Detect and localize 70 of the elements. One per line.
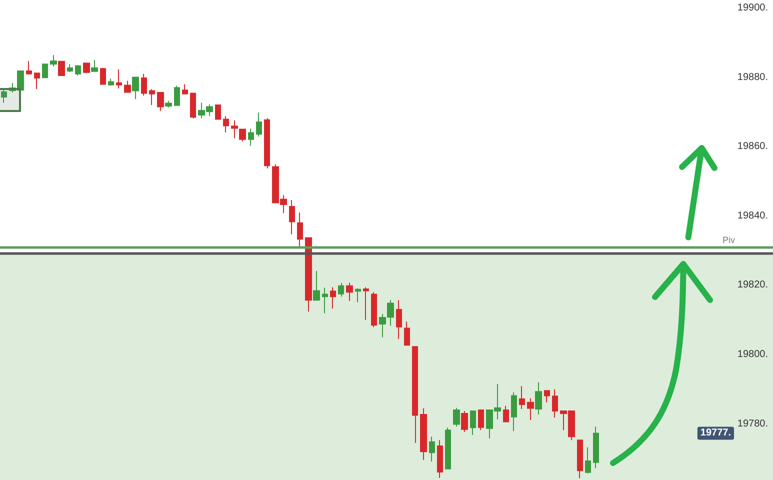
candlestick bbox=[116, 68, 122, 89]
candlestick bbox=[519, 386, 525, 410]
candlestick bbox=[256, 112, 262, 138]
candlestick bbox=[42, 63, 48, 78]
candlestick bbox=[91, 59, 98, 72]
candlestick bbox=[445, 427, 451, 470]
candlestick bbox=[248, 128, 254, 146]
candlestick bbox=[289, 199, 295, 235]
candlestick bbox=[429, 436, 435, 462]
candlestick bbox=[58, 60, 65, 76]
candlestick bbox=[124, 80, 131, 94]
candlestick bbox=[577, 439, 583, 479]
candlestick bbox=[174, 85, 180, 106]
candlestick bbox=[412, 346, 418, 444]
candlestick bbox=[83, 62, 90, 74]
candlestick bbox=[503, 405, 509, 423]
y-tick-label: 19780. bbox=[737, 418, 768, 430]
y-tick-label: 19820. bbox=[737, 280, 768, 291]
candlestick bbox=[34, 72, 40, 90]
candlestick bbox=[149, 88, 155, 106]
candlestick bbox=[593, 426, 599, 469]
candlestick bbox=[330, 286, 336, 309]
candlestick bbox=[264, 118, 270, 169]
candlestick bbox=[535, 382, 542, 415]
candlestick bbox=[544, 390, 550, 403]
candlestick bbox=[552, 388, 558, 418]
candlestick bbox=[322, 287, 328, 314]
candlestick bbox=[338, 282, 344, 298]
candlestick bbox=[305, 236, 312, 312]
candlestick bbox=[108, 78, 114, 86]
y-tick-label: 19880. bbox=[737, 72, 768, 83]
candlestick bbox=[478, 409, 484, 431]
candlestick bbox=[182, 84, 188, 95]
candlestick bbox=[453, 407, 460, 428]
candlestick bbox=[396, 300, 402, 340]
y-tick-label: 19860. bbox=[737, 141, 768, 152]
candlestick bbox=[297, 212, 303, 248]
y-tick-label: 19900. bbox=[737, 2, 768, 14]
candlestick bbox=[420, 408, 427, 460]
candlestick bbox=[223, 116, 229, 133]
candlestick bbox=[141, 73, 147, 96]
annotation: 19777. bbox=[700, 428, 732, 439]
candlestick bbox=[371, 292, 377, 328]
ref-line-label: Piv bbox=[722, 235, 736, 246]
candlestick bbox=[404, 321, 410, 346]
candlestick bbox=[231, 120, 238, 139]
candlestick bbox=[100, 67, 106, 86]
candlestick bbox=[50, 54, 57, 68]
candlestick bbox=[437, 440, 443, 478]
candlestick bbox=[67, 64, 73, 73]
candlestick bbox=[1, 90, 7, 104]
candlestick bbox=[527, 398, 534, 421]
candlestick bbox=[132, 76, 139, 100]
candlestick bbox=[313, 270, 320, 301]
candlestick bbox=[26, 60, 32, 75]
candlestick bbox=[355, 288, 361, 303]
candlestick bbox=[165, 100, 172, 108]
y-tick-label: 19800. bbox=[737, 349, 768, 360]
y-tick-label: 19840. bbox=[737, 210, 768, 222]
candlestick bbox=[461, 410, 468, 432]
candlestick bbox=[157, 92, 164, 112]
candlestick bbox=[470, 410, 476, 436]
candlestick bbox=[239, 128, 246, 142]
candlestick bbox=[215, 104, 221, 120]
candlestick bbox=[75, 64, 81, 76]
candlestick bbox=[363, 286, 369, 320]
candlestick bbox=[190, 92, 196, 120]
candlestick bbox=[511, 392, 517, 432]
candlestick bbox=[585, 446, 591, 474]
candlestick bbox=[346, 282, 353, 302]
